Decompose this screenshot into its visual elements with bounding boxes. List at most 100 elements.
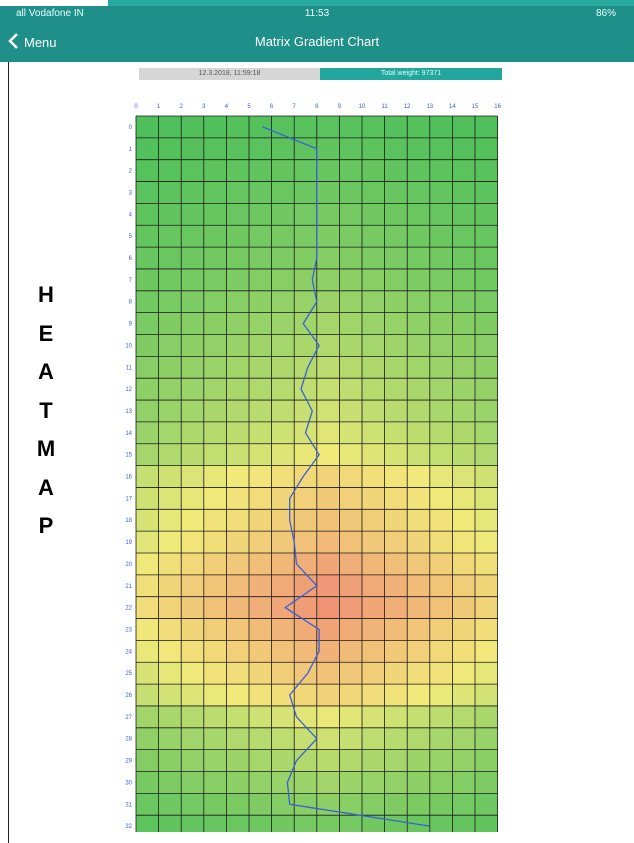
heatmap-cell (226, 312, 249, 335)
heatmap-cell (294, 400, 317, 422)
heatmap-cell (316, 312, 340, 335)
heatmap-cell (158, 705, 182, 728)
heatmap-cell (316, 137, 340, 160)
heatmap-cell (249, 443, 272, 466)
heatmap-cell (429, 553, 453, 575)
heatmap-cell (384, 487, 408, 510)
heatmap-cell (294, 268, 317, 291)
heatmap-cell (316, 705, 340, 728)
y-tick-label: 26 (125, 693, 132, 699)
y-tick-label: 10 (125, 343, 132, 349)
heatmap-cell (475, 553, 498, 575)
heatmap-cell (316, 181, 340, 204)
heatmap-cell (339, 421, 362, 444)
heatmap-cell (181, 181, 204, 204)
heatmap-cell (249, 247, 272, 269)
battery-label: 86% (595, 8, 616, 19)
heatmap-cell (158, 487, 182, 510)
heatmap-cell (475, 771, 498, 794)
chevron-left-icon (8, 32, 20, 52)
heatmap-cell (226, 574, 249, 597)
heatmap-cell (316, 334, 340, 357)
heatmap-cell (429, 596, 453, 619)
heatmap-cell (136, 443, 159, 466)
heatmap-cell (249, 159, 272, 182)
heatmap-cell (475, 247, 498, 269)
heatmap-cell (203, 531, 227, 553)
heatmap-cell (226, 268, 249, 291)
heatmap-cell (384, 574, 408, 597)
heatmap-cell (452, 749, 475, 772)
heatmap-cell (316, 400, 340, 422)
heatmap-cell (136, 684, 159, 706)
heatmap-cell (136, 290, 159, 313)
x-tick-label: 7 (293, 104, 297, 110)
heatmap-cell (452, 290, 475, 313)
heatmap-cell (136, 181, 159, 204)
y-tick-label: 7 (129, 278, 133, 284)
heatmap-cell (226, 465, 249, 488)
heatmap-cell (429, 400, 453, 422)
heatmap-cell (158, 116, 182, 138)
heatmap-cell (452, 400, 475, 422)
heatmap-cell (407, 727, 430, 750)
heatmap-cell (203, 771, 227, 794)
heatmap-cell (429, 727, 453, 750)
heatmap-cell (407, 531, 430, 553)
heatmap-cell (203, 247, 227, 269)
heatmap-cell (339, 793, 362, 816)
heatmap-cell (407, 116, 430, 138)
menu-back-button[interactable]: Menu (8, 30, 63, 54)
heatmap-cell (249, 334, 272, 357)
y-tick-label: 16 (125, 475, 132, 481)
heatmap-cell (316, 662, 340, 685)
heatmap-cell (136, 400, 159, 422)
heatmap-cell (452, 662, 475, 685)
heatmap-cell (475, 531, 498, 553)
heatmap-cell (339, 400, 362, 422)
heatmap-cell (429, 618, 453, 641)
heatmap-cell (158, 662, 182, 685)
y-tick-label: 20 (125, 562, 132, 568)
heatmap-cell (362, 465, 385, 488)
heatmap-cell (316, 421, 340, 444)
heatmap-cell (181, 203, 204, 226)
heatmap-cell (249, 356, 272, 379)
y-tick-label: 24 (125, 649, 132, 655)
heatmap-cell (384, 116, 408, 138)
heatmap-cell (294, 509, 317, 532)
heatmap-cell (384, 312, 408, 335)
heatmap-cell (429, 378, 453, 401)
heatmap-cell (339, 334, 362, 357)
heatmap-cell (158, 749, 182, 772)
heatmap-cell (339, 509, 362, 532)
heatmap-cell (384, 749, 408, 772)
heatmap-cell (249, 465, 272, 488)
heatmap-cell (452, 159, 475, 182)
heatmap-cell (407, 356, 430, 379)
x-tick-label: 10 (359, 104, 366, 110)
heatmap-cell (384, 443, 408, 466)
y-tick-label: 30 (125, 780, 132, 786)
heatmap-cell (475, 596, 498, 619)
heatmap-cell (362, 334, 385, 357)
heatmap-cell (452, 509, 475, 532)
heatmap-cell (407, 793, 430, 816)
heatmap-cell (475, 487, 498, 510)
heatmap-cell (407, 815, 430, 832)
heatmap-cell (429, 443, 453, 466)
heatmap-cell (271, 356, 295, 379)
heatmap-cell (271, 684, 295, 706)
heatmap-cell (407, 203, 430, 226)
heatmap-cell (181, 334, 204, 357)
heatmap-cell (181, 553, 204, 575)
heatmap-cell (203, 443, 227, 466)
heatmap-cell (226, 509, 249, 532)
side-letter: M (36, 436, 56, 461)
heatmap-cell (271, 247, 295, 269)
heatmap-cell (249, 705, 272, 728)
heatmap-cell (429, 181, 453, 204)
heatmap-cell (136, 618, 159, 641)
heatmap-cell (475, 137, 498, 160)
heatmap-cell (384, 225, 408, 248)
